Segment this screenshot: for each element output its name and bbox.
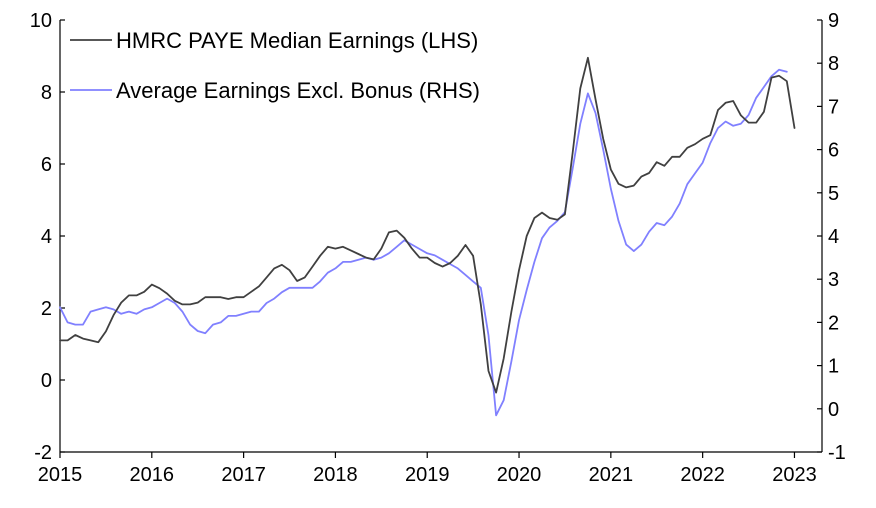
left-tick-label: 6: [41, 154, 52, 176]
right-tick-label: 2: [828, 312, 839, 334]
right-tick-label: 3: [828, 269, 839, 291]
left-tick-label: 10: [30, 10, 52, 32]
x-tick-label: 2018: [313, 464, 358, 486]
legend-label: HMRC PAYE Median Earnings (LHS): [116, 28, 478, 53]
right-tick-label: 4: [828, 226, 839, 248]
x-tick-label: 2016: [130, 464, 175, 486]
right-tick-label: 7: [828, 96, 839, 118]
series-line-hmrc-paye: [59, 56, 796, 394]
left-tick-label: 4: [41, 226, 52, 248]
x-tick-label: 2019: [405, 464, 450, 486]
series-line-average-earnings: [59, 68, 788, 417]
x-axis: 2015 2016 2017 2018 2019 2020 2021 2022 2023: [38, 451, 822, 486]
series-layer: [59, 56, 796, 417]
right-tick-label: 5: [828, 183, 839, 205]
right-tick-label: 8: [828, 53, 839, 75]
right-tick-label: 9: [828, 10, 839, 32]
left-tick-label: 0: [41, 370, 52, 392]
legend-label: Average Earnings Excl. Bonus (RHS): [116, 78, 480, 103]
right-tick-label: 1: [828, 356, 839, 378]
legend: HMRC PAYE Median Earnings (LHS) Average E…: [70, 28, 480, 103]
x-tick-label: 2021: [589, 464, 634, 486]
left-tick-label: -2: [34, 442, 52, 464]
x-tick-label: 2022: [680, 464, 725, 486]
right-tick-label: 0: [828, 399, 839, 421]
left-tick-label: 2: [41, 298, 52, 320]
right-tick-label: 6: [828, 140, 839, 162]
x-tick-label: 2017: [221, 464, 266, 486]
x-tick-label: 2023: [772, 464, 817, 486]
right-tick-label: -1: [828, 442, 846, 464]
left-y-axis: -2 0 2 4 6 8 10: [30, 10, 65, 464]
x-tick-label: 2020: [497, 464, 542, 486]
right-y-axis: -1 0 1 2 3 4 5 6 7 8 9: [817, 10, 846, 464]
left-tick-label: 8: [41, 82, 52, 104]
x-tick-label: 2015: [38, 464, 83, 486]
